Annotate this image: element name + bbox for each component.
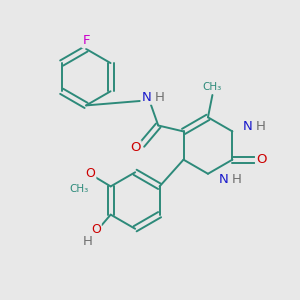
Text: CH₃: CH₃ (203, 82, 222, 92)
Text: N: N (218, 172, 228, 186)
Text: H: H (155, 91, 164, 104)
Text: O: O (130, 141, 141, 154)
Text: O: O (91, 223, 101, 236)
Text: N: N (142, 91, 151, 104)
Text: H: H (256, 120, 266, 133)
Text: F: F (82, 34, 90, 47)
Text: O: O (85, 167, 95, 180)
Text: O: O (256, 153, 266, 166)
Text: H: H (232, 172, 242, 186)
Text: N: N (243, 120, 253, 133)
Text: H: H (82, 236, 92, 248)
Text: CH₃: CH₃ (70, 184, 89, 194)
